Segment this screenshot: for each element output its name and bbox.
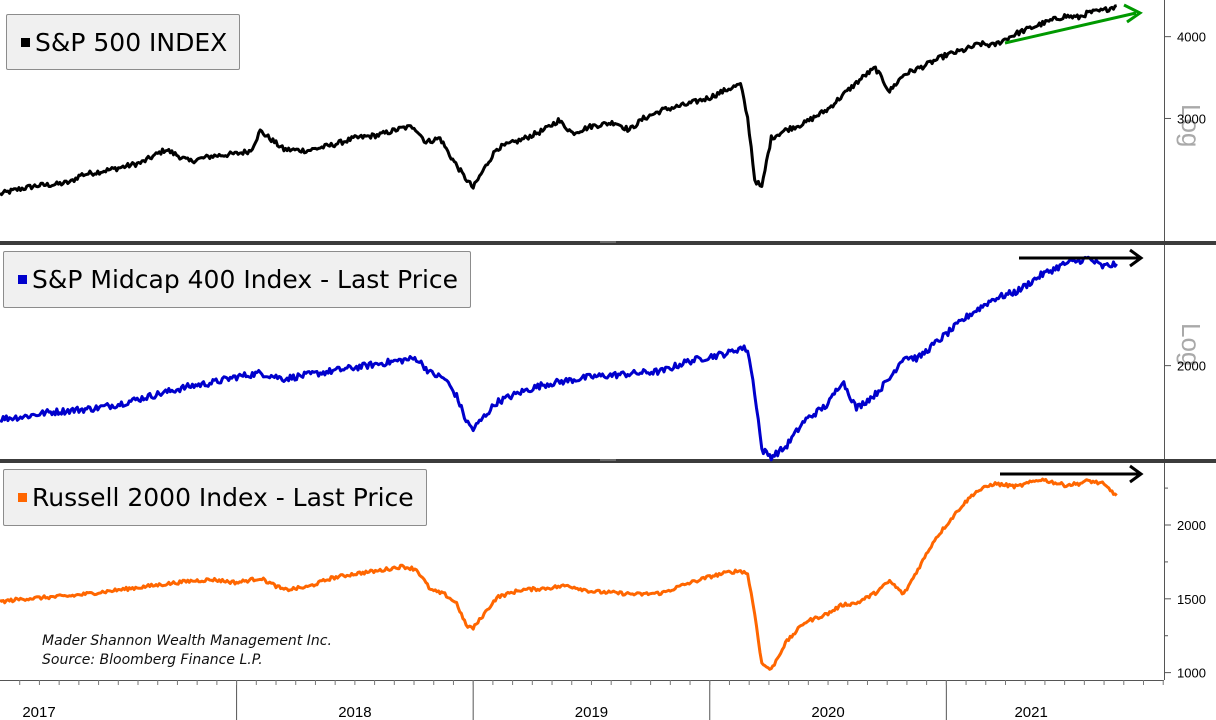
y-tick-label-mid-0: 2000: [1177, 359, 1206, 374]
x-year-label-2019: 2019: [575, 704, 608, 720]
y-tick-label-rty-0: 1000: [1177, 666, 1206, 681]
x-year-label-2017: 2017: [22, 704, 55, 720]
footnote-source: Source: Bloomberg Finance L.P.: [42, 652, 263, 668]
legend-swatch-russell: [18, 493, 27, 502]
legend-swatch-midcap: [18, 275, 27, 284]
legend-swatch-spx: [21, 37, 30, 47]
log-scale-label-mid: Log: [1176, 323, 1206, 366]
legend-label-russell: Russell 2000 Index - Last Price: [32, 483, 414, 512]
y-tick-label-spx-0: 3000: [1177, 111, 1206, 126]
series-line-russell: [0, 477, 1118, 671]
legend-label-midcap: S&P Midcap 400 Index - Last Price: [32, 265, 459, 294]
legend-midcap: S&P Midcap 400 Index - Last Price: [3, 251, 472, 308]
legend-label-spx: S&P 500 INDEX: [35, 27, 228, 57]
panel-separator-2: [0, 459, 1216, 463]
x-year-label-2018: 2018: [338, 704, 371, 720]
x-axis: 2017 2018 2019 2020 2021: [19, 680, 1164, 720]
y-ticks-spx: 3000 4000: [1164, 30, 1206, 126]
y-tick-label-rty-2: 2000: [1177, 518, 1206, 533]
footnote-firm: Mader Shannon Wealth Management Inc.: [42, 633, 332, 649]
panel-separator-1: [0, 241, 1216, 245]
legend-spx: S&P 500 INDEX: [6, 14, 241, 70]
arrow-russell-flat: [1000, 464, 1144, 484]
y-tick-label-rty-1: 1500: [1177, 592, 1206, 607]
arrow-spx-uptrend: [1004, 3, 1143, 45]
log-scale-label-spx: Log: [1176, 104, 1206, 147]
series-line-spx: [0, 4, 1117, 197]
x-year-label-2020: 2020: [811, 704, 844, 720]
y-tick-label-spx-1: 4000: [1177, 30, 1206, 45]
arrow-midcap-flat: [1019, 248, 1144, 268]
series-line-midcap: [0, 255, 1118, 462]
x-year-label-2021: 2021: [1014, 704, 1047, 720]
y-ticks-mid: 2000: [1164, 359, 1206, 374]
legend-russell: Russell 2000 Index - Last Price: [3, 469, 427, 526]
y-ticks-rty: 1000 1500 2000: [1164, 487, 1206, 681]
